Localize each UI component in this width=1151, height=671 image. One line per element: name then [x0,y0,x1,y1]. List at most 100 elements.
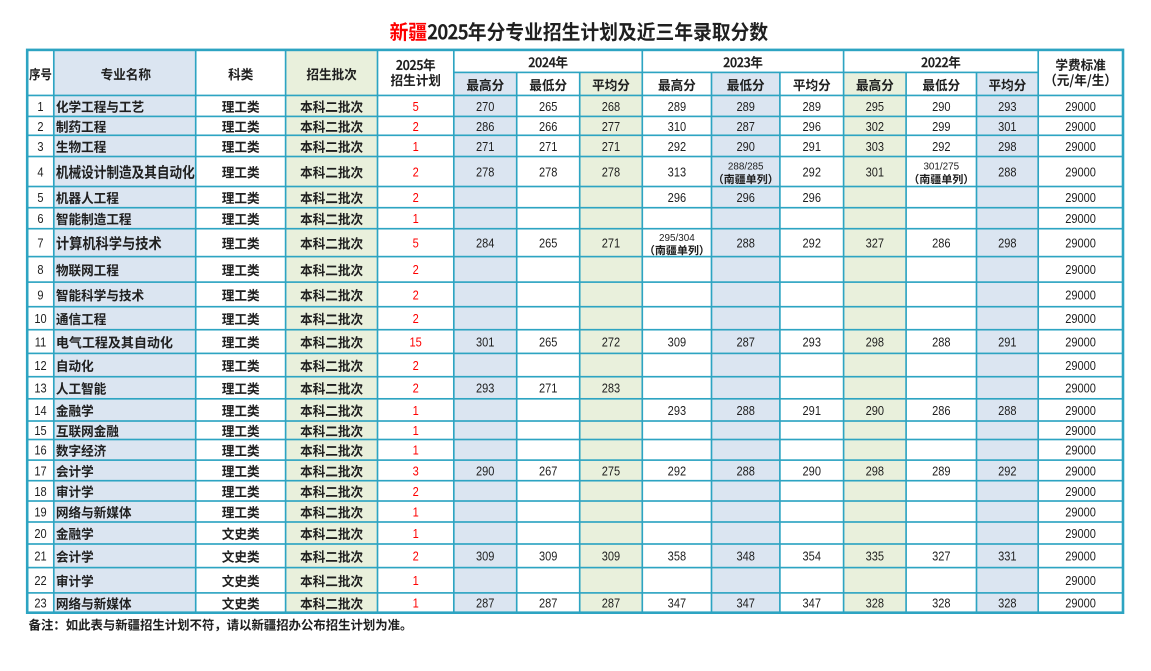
svg-text:2: 2 [413,549,419,564]
svg-text:8: 8 [37,262,43,277]
svg-text:29000: 29000 [1065,443,1096,458]
svg-text:265: 265 [539,236,558,251]
svg-text:328: 328 [866,596,885,611]
svg-text:302: 302 [866,119,885,134]
svg-text:29000: 29000 [1065,139,1096,154]
svg-text:289: 289 [932,463,951,478]
svg-text:29000: 29000 [1065,287,1096,302]
svg-text:283: 283 [602,381,621,396]
svg-text:29000: 29000 [1065,335,1096,350]
svg-text:19: 19 [34,505,47,520]
svg-text:354: 354 [803,549,822,564]
svg-text:298: 298 [866,335,885,350]
svg-text:296: 296 [736,190,755,205]
svg-text:1: 1 [413,573,419,588]
svg-text:29000: 29000 [1065,505,1096,520]
svg-text:347: 347 [668,596,687,611]
svg-text:11: 11 [35,335,47,350]
svg-text:284: 284 [476,236,495,251]
svg-text:286: 286 [932,403,951,418]
svg-text:348: 348 [736,549,755,564]
svg-text:310: 310 [668,119,687,134]
svg-text:270: 270 [476,99,495,114]
svg-text:278: 278 [476,165,495,180]
svg-text:13: 13 [34,381,47,396]
svg-text:290: 290 [866,403,885,418]
svg-text:29000: 29000 [1065,403,1096,418]
svg-text:2: 2 [413,165,419,180]
svg-text:293: 293 [668,403,687,418]
svg-text:29000: 29000 [1065,526,1096,541]
svg-text:5: 5 [413,236,419,251]
svg-text:289: 289 [668,99,687,114]
svg-text:2: 2 [37,119,43,134]
svg-text:29000: 29000 [1065,596,1096,611]
svg-text:29000: 29000 [1065,358,1096,373]
svg-text:29000: 29000 [1065,211,1096,226]
svg-text:271: 271 [602,236,621,251]
svg-text:313: 313 [668,165,687,180]
svg-text:292: 292 [803,165,822,180]
svg-text:301: 301 [998,119,1017,134]
svg-text:271: 271 [602,139,621,154]
svg-text:271: 271 [539,381,558,396]
svg-text:17: 17 [34,463,47,478]
svg-text:301: 301 [476,335,495,350]
svg-text:2: 2 [413,484,419,499]
svg-text:3: 3 [413,463,419,478]
svg-text:29000: 29000 [1065,190,1096,205]
svg-text:23: 23 [34,596,47,611]
svg-text:293: 293 [998,99,1017,114]
svg-text:7: 7 [37,236,43,251]
svg-text:1: 1 [413,211,419,226]
svg-text:292: 292 [668,139,687,154]
svg-text:29000: 29000 [1065,262,1096,277]
svg-text:288/285: 288/285 [728,162,764,173]
svg-text:14: 14 [34,403,47,418]
svg-text:5: 5 [413,99,419,114]
svg-text:286: 286 [932,236,951,251]
svg-text:2: 2 [413,381,419,396]
svg-text:29000: 29000 [1065,165,1096,180]
svg-text:291: 291 [803,139,822,154]
svg-text:265: 265 [539,99,558,114]
svg-text:289: 289 [736,99,755,114]
svg-text:292: 292 [998,463,1017,478]
svg-text:29000: 29000 [1065,236,1096,251]
svg-text:2: 2 [413,358,419,373]
svg-text:20: 20 [34,526,47,541]
svg-text:301: 301 [866,165,885,180]
svg-text:347: 347 [736,596,755,611]
svg-text:287: 287 [539,596,558,611]
svg-text:309: 309 [476,549,495,564]
svg-text:29000: 29000 [1065,99,1096,114]
svg-text:1: 1 [37,99,43,114]
svg-text:1: 1 [413,139,419,154]
svg-text:271: 271 [539,139,558,154]
svg-text:5: 5 [37,190,43,205]
svg-text:287: 287 [736,335,755,350]
svg-text:291: 291 [998,335,1017,350]
svg-text:303: 303 [866,139,885,154]
svg-text:2: 2 [413,311,419,326]
svg-text:295: 295 [866,99,885,114]
svg-text:1: 1 [413,443,419,458]
svg-text:296: 296 [803,190,822,205]
svg-text:298: 298 [998,236,1017,251]
svg-text:290: 290 [932,99,951,114]
svg-text:278: 278 [539,165,558,180]
svg-text:1: 1 [413,526,419,541]
svg-text:296: 296 [803,119,822,134]
svg-text:296: 296 [668,190,687,205]
svg-text:3: 3 [37,139,43,154]
svg-text:290: 290 [476,463,495,478]
svg-text:287: 287 [736,119,755,134]
svg-text:29000: 29000 [1065,549,1096,564]
svg-text:327: 327 [932,549,951,564]
svg-text:328: 328 [932,596,951,611]
svg-text:291: 291 [803,403,822,418]
svg-text:335: 335 [866,549,885,564]
svg-text:293: 293 [803,335,822,350]
svg-text:309: 309 [602,549,621,564]
svg-text:1: 1 [413,505,419,520]
